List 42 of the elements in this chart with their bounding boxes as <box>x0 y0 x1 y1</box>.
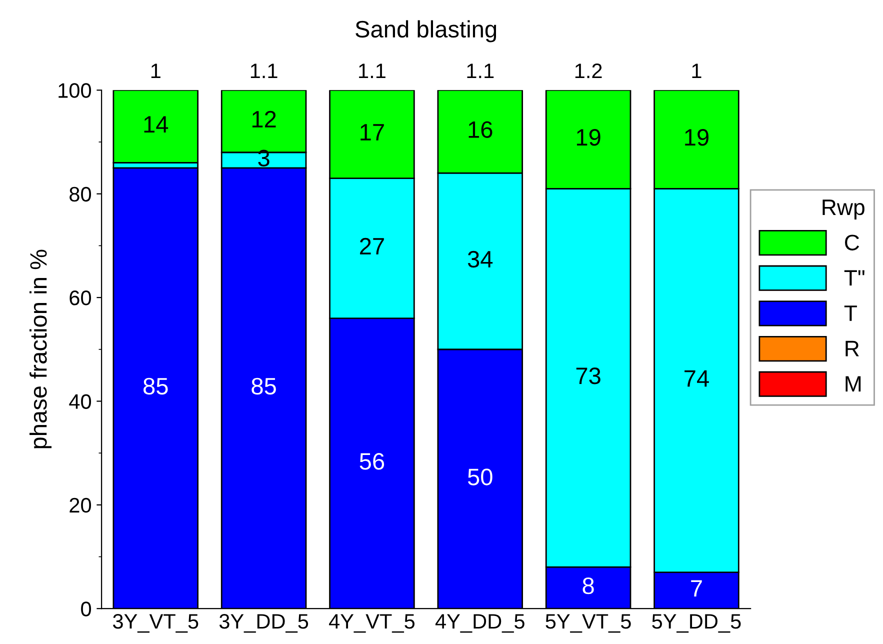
y-tick-label: 80 <box>70 186 92 202</box>
legend-label: C <box>845 234 860 250</box>
legend-label: M <box>846 376 861 392</box>
y-tick-label: 100 <box>58 83 92 98</box>
x-tick-label: 5Y_VT_5 <box>546 614 631 633</box>
x-tick-label: 5Y_DD_5 <box>652 614 741 633</box>
x-tick-label: 3Y_VT_5 <box>112 614 198 633</box>
data-label: 19 <box>685 129 708 146</box>
data-label: 8 <box>582 577 594 594</box>
data-label: 85 <box>144 378 168 395</box>
data-label: 85 <box>252 378 276 395</box>
text: 1.1 <box>467 64 494 78</box>
data-label: 19 <box>576 129 600 146</box>
y-tick-label: 40 <box>69 394 92 409</box>
x-tick-label: 3Y_DD_5 <box>219 614 308 633</box>
y-axis-title: phase fraction in % <box>30 250 52 448</box>
data-label: 7 <box>691 580 702 597</box>
y-tick-label: 60 <box>70 290 92 306</box>
data-label: 17 <box>360 124 384 140</box>
text: 1 <box>151 64 160 78</box>
data-label: 27 <box>360 238 384 254</box>
data-label: 14 <box>144 116 168 133</box>
text: 1 <box>692 64 702 78</box>
legend-label: R <box>846 340 859 356</box>
data-label: 56 <box>360 453 384 470</box>
x-tick-label: 4Y_VT_5 <box>329 614 415 633</box>
data-label: 12 <box>252 110 276 128</box>
chart-title: Sand blasting <box>356 20 496 42</box>
data-label: 34 <box>468 250 493 268</box>
text: 1.1 <box>250 64 278 78</box>
legend-label: T <box>844 306 857 321</box>
data-label: 50 <box>468 468 492 486</box>
data-label: 73 <box>576 368 600 384</box>
x-tick-label: 4Y_DD_5 <box>435 614 524 633</box>
y-tick-label: 20 <box>70 498 92 513</box>
text: 1.1 <box>359 64 386 78</box>
y-tick-label: 0 <box>81 602 92 616</box>
text: 1.2 <box>575 64 602 78</box>
legend-title: Rwp <box>822 200 864 220</box>
data-label: 16 <box>468 121 492 138</box>
data-label: 74 <box>684 370 709 387</box>
legend-label: T" <box>844 270 864 286</box>
